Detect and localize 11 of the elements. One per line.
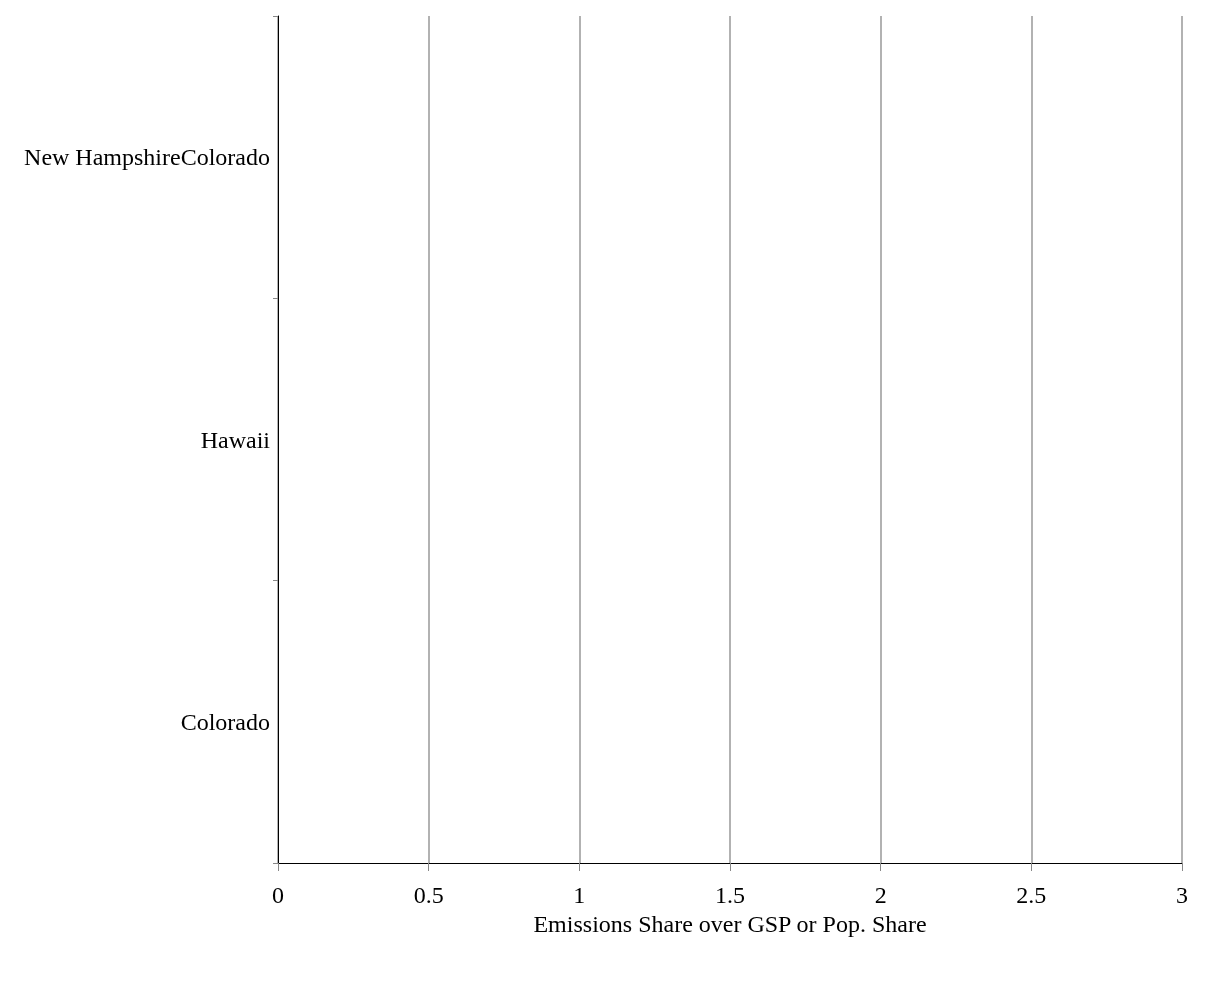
x-tick-label: 1: [573, 882, 586, 908]
x-axis-title: Emissions Share over GSP or Pop. Share: [533, 910, 927, 937]
x-tick-label: 2.5: [1016, 882, 1047, 908]
x-tick-label: 2: [874, 882, 887, 908]
y-tick-label: Colorado: [180, 708, 270, 735]
x-tick-label: 1.5: [715, 882, 745, 908]
x-tick-label: 0.5: [413, 882, 444, 908]
x-tick-label: 3: [1176, 882, 1188, 908]
y-tick-label: Hawaii: [200, 426, 271, 453]
y-tick-label: New HampshireColorado: [24, 144, 270, 171]
x-tick-label: 0: [272, 882, 284, 908]
